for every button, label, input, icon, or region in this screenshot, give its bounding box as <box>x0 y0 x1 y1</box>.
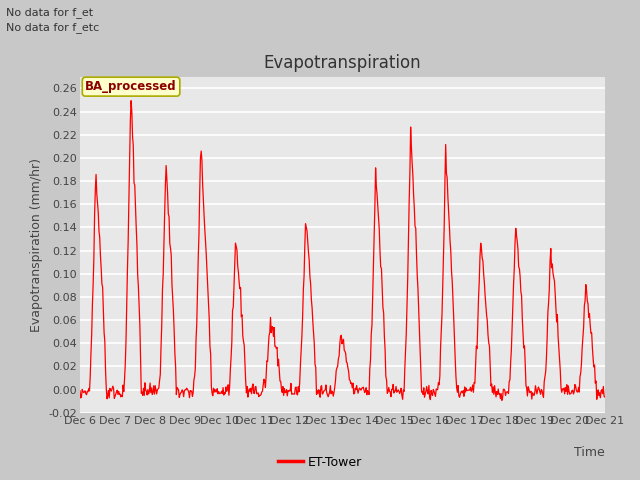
Legend: ET-Tower: ET-Tower <box>273 451 367 474</box>
X-axis label: Time: Time <box>573 446 604 459</box>
Text: No data for f_et: No data for f_et <box>6 7 93 18</box>
Text: No data for f_etc: No data for f_etc <box>6 22 100 33</box>
Y-axis label: Evapotranspiration (mm/hr): Evapotranspiration (mm/hr) <box>30 158 43 332</box>
Text: BA_processed: BA_processed <box>85 80 177 93</box>
Title: Evapotranspiration: Evapotranspiration <box>264 54 421 72</box>
